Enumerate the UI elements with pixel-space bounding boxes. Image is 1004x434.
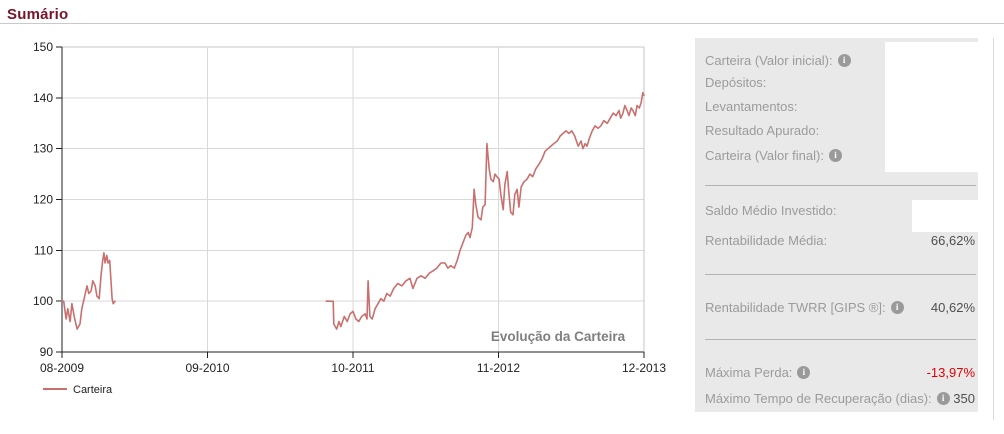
row-label: Carteira (Valor final): [705, 147, 824, 163]
row-carteira-valor-inicial: Carteira (Valor inicial): i [705, 52, 975, 68]
y-axis-tick-label: 120 [33, 193, 53, 207]
separator [705, 185, 976, 186]
chart-title: Evolução da Carteira [491, 329, 626, 344]
y-axis-tick-label: 150 [33, 40, 53, 54]
chart-canvas: 90 100 110 120 130 140 150 08-2009 09-2010 10-201… [33, 40, 666, 396]
row-label: Levantamentos: [705, 98, 798, 114]
row-label: Saldo Médio Investido: [705, 202, 837, 218]
row-carteira-valor-final: Carteira (Valor final): i [705, 147, 975, 163]
redacted-values-block [885, 42, 978, 172]
separator [705, 274, 976, 275]
portfolio-evolution-chart: 90 100 110 120 130 140 150 08-2009 09-2010 10-201… [0, 35, 690, 434]
summary-panel: Carteira (Valor inicial): i Depósitos: Le… [695, 38, 978, 412]
y-axis-tick-label: 130 [33, 142, 53, 156]
row-label: Máximo Tempo de Recuperação (dias): [705, 390, 932, 406]
x-axis-tick-label: 10-2011 [331, 361, 374, 375]
row-value: 66,62% [930, 232, 975, 248]
row-label: Rentabilidade TWRR [GIPS ®]: [705, 299, 886, 315]
row-resultado-apurado: Resultado Apurado: [705, 122, 975, 138]
x-axis-tick-label: 09-2010 [185, 361, 229, 375]
legend-label: Carteira [73, 384, 113, 396]
info-icon[interactable]: i [837, 53, 851, 67]
row-label: Resultado Apurado: [705, 122, 820, 138]
y-axis-tick-label: 110 [34, 243, 53, 257]
y-axis-tick-label: 100 [33, 294, 53, 308]
row-label: Máxima Perda: [705, 364, 793, 380]
info-icon[interactable]: i [828, 148, 842, 162]
row-label: Carteira (Valor inicial): [705, 52, 833, 68]
row-depositos: Depósitos: [705, 74, 975, 90]
row-label: Depósitos: [705, 74, 767, 90]
series-carteira [61, 252, 116, 330]
row-label: Rentabilidade Média: [705, 232, 828, 248]
row-maximo-tempo-recuperacao: Máximo Tempo de Recuperação (dias): i 350 [705, 390, 975, 406]
right-edge-scroll-track[interactable] [993, 38, 994, 420]
info-icon[interactable]: i [936, 391, 950, 405]
redacted-value-box [912, 200, 978, 232]
x-axis-tick-label: 08-2009 [40, 361, 84, 375]
series-carteira [325, 91, 645, 330]
info-icon[interactable]: i [797, 365, 811, 379]
y-axis-tick-label: 140 [33, 91, 53, 105]
row-value: 40,62% [930, 299, 975, 315]
title-divider [0, 23, 1004, 24]
row-saldo-medio-investido: Saldo Médio Investido: [705, 202, 975, 218]
y-axis-tick-label: 90 [40, 345, 54, 359]
x-axis-tick-label: 11-2012 [477, 361, 520, 375]
row-value-negative: -13,97% [926, 364, 975, 380]
row-value: 350 [953, 390, 975, 406]
row-rentabilidade-media: Rentabilidade Média: 66,62% [705, 232, 975, 248]
row-levantamentos: Levantamentos: [705, 98, 975, 114]
info-icon[interactable]: i [890, 300, 904, 314]
separator [705, 339, 976, 340]
row-rentabilidade-twrr: Rentabilidade TWRR [GIPS ®]: i 40,62% [705, 299, 975, 315]
x-axis-tick-label: 12-2013 [622, 361, 666, 375]
row-maxima-perda: Máxima Perda: i -13,97% [705, 364, 975, 380]
page-title: Sumário [7, 6, 69, 23]
